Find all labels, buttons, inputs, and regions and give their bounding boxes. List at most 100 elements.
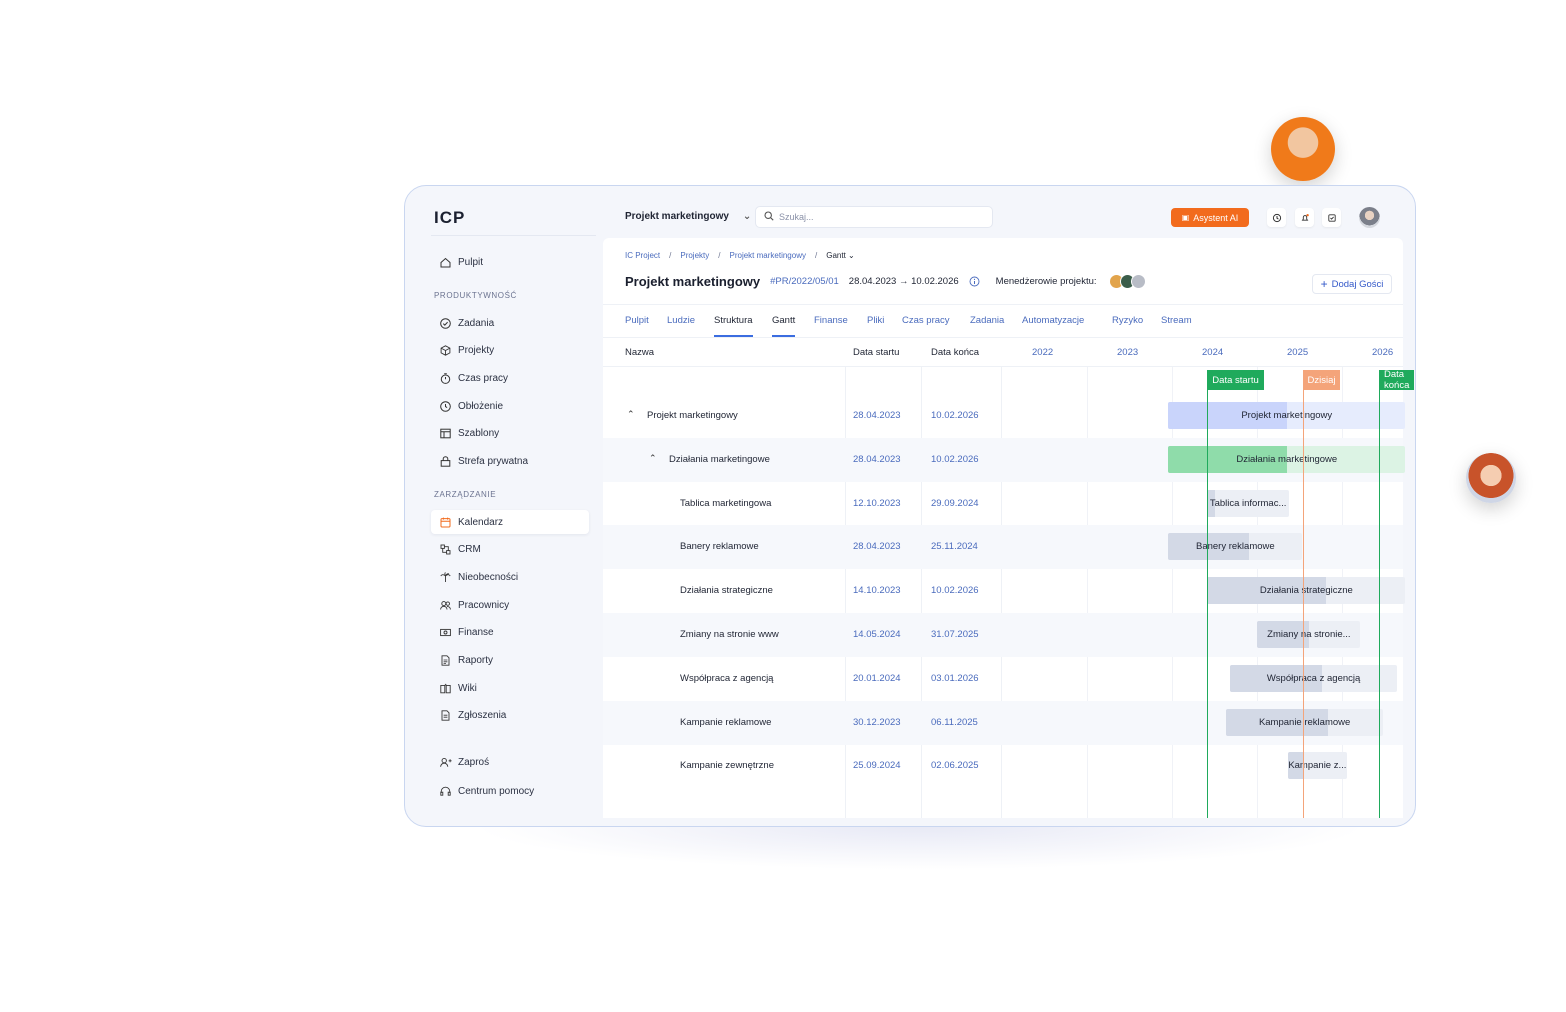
add-user-icon — [439, 756, 452, 769]
headset-icon — [439, 785, 452, 798]
sidebar-item-ob-oz-enie[interactable]: Obłożenie — [431, 394, 589, 418]
tab-zadania[interactable]: Zadania — [970, 315, 1005, 326]
document-icon — [439, 709, 452, 722]
sidebar-item-centrum-pomocy[interactable]: Centrum pomocy — [431, 779, 589, 803]
table-row[interactable]: Działania strategiczne 14.10.2023 10.02.20… — [603, 569, 1406, 613]
managers-avatars[interactable] — [1108, 274, 1146, 289]
column-header-end[interactable]: Data końca — [931, 347, 980, 358]
sidebar-item-pracownicy[interactable]: Pracownicy — [431, 593, 589, 617]
table-row[interactable]: Kampanie zewnętrzne 25.09.2024 02.06.2025 K… — [603, 744, 1403, 788]
ai-assistant-button[interactable]: ▣ Asystent AI — [1171, 208, 1249, 227]
gantt-bar[interactable]: Banery reklamowe — [1168, 533, 1303, 561]
project-code[interactable]: #PR/2022/05/01 — [770, 276, 839, 287]
tab-finanse[interactable]: Finanse — [814, 315, 848, 326]
sidebar-item-zadania[interactable]: Zadania — [431, 311, 589, 335]
year-divider — [1172, 367, 1173, 818]
timeline-marker[interactable]: Data końca — [1379, 369, 1415, 391]
breadcrumb-item[interactable]: Projekty — [680, 251, 710, 260]
sidebar-item-projekty[interactable]: Projekty — [431, 339, 589, 363]
bell-icon[interactable] — [1295, 208, 1314, 227]
page-title: Projekt marketingowy — [625, 274, 761, 289]
row-name: Zmiany na stronie www — [680, 629, 779, 640]
gantt-bar[interactable]: Współpraca z agencją — [1230, 664, 1397, 692]
ai-assistant-label: Asystent AI — [1193, 212, 1239, 223]
marker-line — [1379, 376, 1380, 818]
row-end-date: 10.02.2026 — [931, 410, 979, 421]
tab-gantt[interactable]: Gantt — [772, 315, 796, 337]
table-row[interactable]: Współpraca z agencją 20.01.2024 03.01.2026… — [603, 657, 1403, 701]
year-label: 2025 — [1287, 347, 1309, 358]
sidebar-item-crm[interactable]: CRM — [431, 538, 589, 562]
history-icon[interactable] — [1267, 208, 1286, 227]
tab-automatyzacje[interactable]: Automatyzacje — [1022, 315, 1085, 326]
sidebar-item-label: Wiki — [458, 682, 477, 694]
sidebar-item-finanse[interactable]: Finanse — [431, 621, 589, 645]
table-row[interactable]: ⌃ Projekt marketingowy 28.04.2023 10.02.202… — [603, 394, 1406, 438]
timeline-marker[interactable]: Dzisiaj — [1302, 370, 1341, 390]
row-start-date: 28.04.2023 — [853, 453, 901, 465]
timeline-marker[interactable]: Data startu — [1207, 370, 1264, 390]
gantt-bar[interactable]: Kampanie z... — [1288, 752, 1347, 780]
gantt-bar[interactable]: Kampanie reklamowe — [1226, 708, 1384, 736]
sidebar-item-zapros[interactable]: Zaproś — [431, 750, 589, 774]
column-divider — [1001, 367, 1002, 818]
gantt-bar[interactable]: Projekt marketingowy — [1168, 402, 1406, 429]
table-row[interactable]: Tablica marketingowa 12.10.2023 29.09.2024… — [603, 482, 1403, 526]
gantt-bar[interactable]: Działania strategiczne — [1207, 577, 1406, 605]
breadcrumb-separator: / — [814, 251, 818, 260]
checklist-icon[interactable] — [1322, 208, 1341, 227]
sidebar-section-title: ZARZĄDZANIE — [434, 490, 497, 499]
add-guests-button[interactable]: + Dodaj Gości — [1312, 274, 1392, 294]
tab-stream[interactable]: Stream — [1161, 315, 1192, 326]
tab-ludzie[interactable]: Ludzie — [667, 315, 695, 326]
sidebar-item-szablony[interactable]: Szablony — [431, 422, 589, 446]
row-end-date: 06.11.2025 — [931, 716, 978, 728]
search-input[interactable]: Szukaj... — [755, 206, 993, 228]
user-avatar[interactable] — [1359, 207, 1380, 228]
breadcrumb-item[interactable]: IC Project — [625, 251, 661, 260]
sidebar-item-nieobecnos-ci[interactable]: Nieobecności — [431, 565, 589, 589]
row-start-date: 14.10.2023 — [853, 585, 901, 597]
gantt-bar-label: Kampanie reklamowe — [1258, 716, 1351, 728]
gantt-bar-label: Działania marketingowe — [1236, 453, 1338, 465]
table-row[interactable]: Kampanie reklamowe 30.12.2023 06.11.2025 Ka… — [603, 700, 1403, 745]
row-start-date: 30.12.2023 — [853, 716, 901, 728]
sidebar-item-raporty[interactable]: Raporty — [431, 649, 589, 673]
column-header-name[interactable]: Nazwa — [625, 347, 655, 358]
breadcrumb-item[interactable]: Projekt marketingowy — [729, 251, 806, 260]
manager-avatar[interactable] — [1130, 274, 1146, 289]
tab-pliki[interactable]: Pliki — [867, 315, 885, 326]
breadcrumb-separator: / — [718, 251, 721, 260]
gantt-bar-progress — [1168, 402, 1287, 429]
sidebar-item-label: Nieobecności — [458, 571, 519, 583]
stopwatch-icon — [439, 372, 452, 385]
sidebar-item-pulpit[interactable]: Pulpit — [431, 250, 589, 274]
gantt-bar-progress — [1257, 621, 1309, 648]
sidebar-item-zg-oszenia[interactable]: Zgłoszenia — [431, 704, 589, 728]
gantt-bar[interactable]: Tablica informac... — [1207, 489, 1289, 517]
table-row[interactable]: Zmiany na stronie www 14.05.2024 31.07.202… — [603, 613, 1403, 657]
marker-line — [1207, 376, 1209, 818]
gantt-bar[interactable]: Działania marketingowe — [1168, 445, 1406, 473]
tab-pulpit[interactable]: Pulpit — [625, 315, 649, 326]
table-row[interactable]: ⌃ Działania marketingowe 28.04.2023 10.02.2… — [603, 437, 1406, 482]
info-icon[interactable] — [969, 276, 980, 287]
sidebar-item-czas-pracy[interactable]: Czas pracy — [431, 366, 589, 390]
table-row[interactable]: Banery reklamowe 28.04.2023 25.11.2024 Bane… — [603, 525, 1403, 570]
tab-ryzyko[interactable]: Ryzyko — [1112, 315, 1144, 326]
column-header-start[interactable]: Data startu — [853, 347, 900, 358]
plus-icon: + — [1320, 277, 1328, 291]
chevron-up-icon[interactable]: ⌃ — [627, 409, 635, 419]
tab-struktura[interactable]: Struktura — [714, 315, 753, 337]
chevron-up-icon[interactable]: ⌃ — [649, 452, 657, 463]
row-end-date: 31.07.2025 — [931, 629, 979, 640]
sidebar-item-wiki[interactable]: Wiki — [431, 676, 589, 700]
app-logo[interactable]: ICP — [434, 208, 466, 227]
project-select[interactable]: Projekt marketingowy ⌄ — [625, 211, 751, 222]
tab-czas-pracy[interactable]: Czas pracy — [902, 315, 950, 326]
sidebar-item-strefa-prywatna[interactable]: Strefa prywatna — [431, 450, 589, 474]
sidebar-item-kalendarz[interactable]: Kalendarz — [431, 510, 589, 534]
breadcrumb-current[interactable]: Gantt ⌄ — [826, 251, 855, 260]
gantt-bar[interactable]: Zmiany na stronie... — [1257, 621, 1361, 648]
sidebar-item-label: Obłożenie — [458, 400, 504, 412]
